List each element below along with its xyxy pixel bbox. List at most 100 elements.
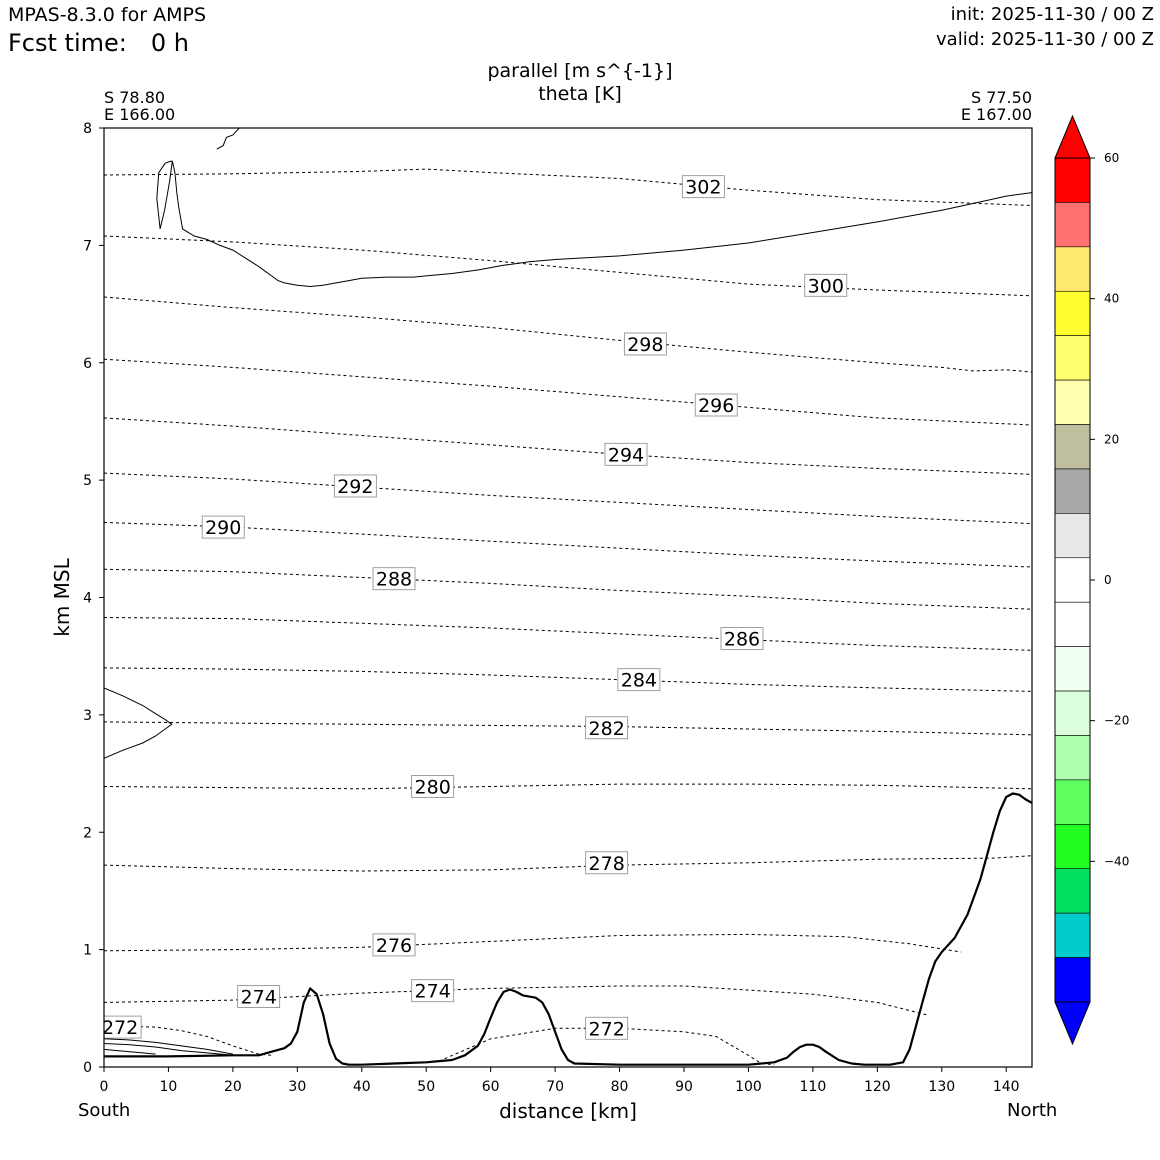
isentrope-label: 300 [808, 275, 844, 297]
colorbar-tick-label: −20 [1104, 714, 1129, 728]
isentrope-label-box [585, 716, 629, 740]
isentrope-292 [104, 472, 1032, 525]
model-title: MPAS-8.3.0 for AMPS [8, 4, 207, 26]
x-tick-label: 60 [482, 1079, 500, 1095]
corner-right-lat: S 77.50 [970, 88, 1032, 107]
isentrope-272 [438, 1027, 775, 1066]
isentrope-label: 272 [102, 1017, 138, 1039]
corner-left-lon: E 166.00 [104, 105, 176, 124]
valid-time: valid: 2025-11-30 / 00 Z [936, 29, 1154, 50]
colorbar-segment [1054, 557, 1091, 603]
colorbar-segment [1054, 379, 1091, 425]
isentrope-label: 286 [724, 629, 760, 651]
corner-right-lon: E 167.00 [960, 105, 1032, 124]
isentrope-label-box [804, 273, 848, 297]
wind-contour-low [104, 1043, 233, 1056]
init-time: init: 2025-11-30 / 00 Z [950, 4, 1154, 25]
x-tick-label: 90 [675, 1079, 693, 1095]
colorbar-bottom-arrow [1054, 1001, 1091, 1046]
colorbar-segment [1054, 202, 1091, 248]
isentrope-272 [104, 1025, 272, 1056]
isentrope-label-box [623, 332, 667, 356]
isentrope-300 [104, 235, 1032, 297]
wind-contour-mid [104, 687, 173, 759]
isentrope-label: 302 [685, 177, 721, 199]
y-tick-label: 5 [83, 473, 92, 489]
forecast-time-label: Fcst time: [8, 29, 127, 57]
isentrope-284 [104, 667, 1032, 692]
colorbar-segment [1054, 290, 1091, 336]
colorbar-tick-label: −40 [1104, 854, 1129, 868]
x-tick-label: 110 [800, 1079, 827, 1095]
isentrope-label: 274 [241, 987, 277, 1009]
isentrope-label-box [720, 627, 764, 650]
wind-contour-low [104, 1048, 156, 1055]
x-tick-label: 80 [611, 1079, 629, 1095]
plot-area: 272 272 274 274 276 278 280 282 284 286 288 290 292 2… [102, 128, 1032, 1066]
isentrope-302 [104, 168, 1032, 206]
isentrope-label: 278 [589, 853, 625, 875]
isentrope-label: 280 [415, 776, 451, 798]
colorbar-top-arrow [1054, 114, 1091, 159]
colorbar-segment [1054, 868, 1091, 914]
wind-contour-low [104, 1038, 233, 1055]
colorbar-segment [1054, 779, 1091, 825]
colorbar-tick-label: 40 [1104, 292, 1119, 306]
corner-left-lat: S 78.80 [104, 88, 166, 107]
colorbar-segment [1054, 735, 1091, 781]
isentrope-286 [104, 617, 1032, 651]
isentrope-label-box [201, 515, 245, 539]
x-tick-label: 50 [417, 1079, 435, 1095]
isentrope-label-box [585, 851, 629, 875]
isentrope-label-box [617, 668, 661, 692]
isentrope-label-box [585, 1016, 629, 1040]
colorbar-tick-label: 20 [1104, 432, 1119, 446]
x-tick-label: 130 [928, 1079, 955, 1095]
isentrope-label: 292 [337, 476, 373, 498]
colorbar-tick-label: 60 [1104, 151, 1119, 165]
plot-frame [103, 127, 1033, 1068]
isentrope-label-box [372, 933, 416, 957]
isentrope-label: 296 [698, 395, 734, 417]
x-tick-label: 30 [288, 1079, 306, 1095]
y-tick-label: 2 [83, 825, 92, 841]
isentrope-274 [104, 985, 930, 1016]
corner-left: S 78.80 E 166.00 [104, 89, 175, 123]
colorbar-segment [1054, 690, 1091, 736]
y-tick-label: 3 [83, 708, 92, 724]
isentrope-label: 274 [415, 981, 451, 1003]
chart-title: parallel [m s^{-1}] [487, 60, 673, 82]
y-axis-label: km MSL [50, 557, 74, 636]
isentrope-298 [104, 296, 1032, 373]
isentrope-294 [104, 417, 1032, 475]
isentrope-label: 294 [608, 444, 644, 466]
direction-north: North [1007, 1100, 1058, 1121]
direction-south: South [78, 1100, 131, 1121]
colorbar-segment [1054, 912, 1091, 958]
isentrope-296 [104, 358, 1032, 426]
forecast-time: Fcst time: 0 h [8, 29, 189, 57]
x-tick-label: 40 [353, 1079, 371, 1095]
colorbar-segment [1054, 157, 1091, 203]
x-axis-label: distance [km] [499, 1099, 637, 1123]
colorbar-segment [1054, 424, 1091, 470]
isentrope-290 [104, 521, 1032, 568]
colorbar-segment [1054, 513, 1091, 559]
x-tick-label: 140 [993, 1079, 1020, 1095]
y-tick-label: 8 [83, 121, 92, 137]
isentrope-label: 288 [376, 569, 412, 591]
wind-contour-upper [156, 160, 1032, 288]
isentrope-label: 276 [376, 935, 412, 957]
isentrope-label-box [104, 1015, 142, 1039]
isentrope-276 [104, 933, 962, 953]
x-tick-label: 70 [546, 1079, 564, 1095]
isentrope-label: 290 [205, 517, 241, 539]
isentrope-288 [104, 568, 1032, 610]
isentrope-label: 284 [621, 670, 657, 692]
isentrope-label: 272 [589, 1018, 625, 1040]
isentrope-label-box [681, 175, 725, 199]
isentrope-280 [104, 783, 1032, 790]
isentrope-label-box [237, 985, 281, 1008]
chart-subtitle: theta [K] [538, 83, 622, 105]
